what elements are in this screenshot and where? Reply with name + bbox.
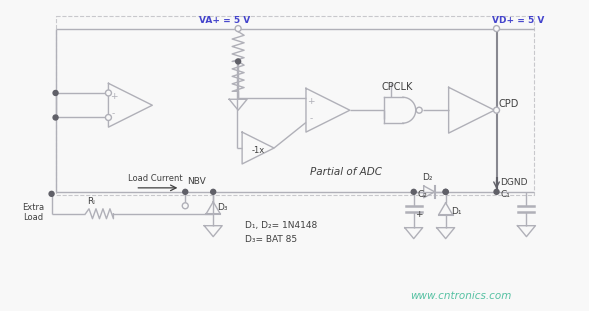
- Circle shape: [211, 189, 216, 194]
- Text: Load Current: Load Current: [128, 174, 183, 183]
- Circle shape: [494, 26, 499, 31]
- Circle shape: [183, 189, 188, 194]
- Text: D₁: D₁: [451, 207, 461, 216]
- Text: Load: Load: [24, 213, 44, 222]
- Circle shape: [105, 90, 111, 96]
- Circle shape: [49, 191, 54, 196]
- Text: +: +: [307, 97, 315, 106]
- Circle shape: [411, 189, 416, 194]
- Circle shape: [494, 189, 499, 194]
- Text: NBV: NBV: [187, 177, 206, 186]
- Text: VD+ = 5 V: VD+ = 5 V: [492, 16, 545, 25]
- Text: D₂: D₂: [422, 173, 433, 182]
- Text: +: +: [415, 210, 422, 219]
- Text: -1x: -1x: [252, 146, 264, 155]
- Circle shape: [105, 114, 111, 120]
- Circle shape: [236, 59, 241, 64]
- Text: C₁: C₁: [501, 190, 511, 199]
- Circle shape: [443, 189, 448, 194]
- Circle shape: [53, 91, 58, 95]
- Circle shape: [494, 107, 499, 113]
- Text: VA+ = 5 V: VA+ = 5 V: [198, 16, 250, 25]
- Circle shape: [416, 107, 422, 113]
- Text: DGND: DGND: [501, 178, 528, 187]
- Text: D₁, D₂= 1N4148: D₁, D₂= 1N4148: [245, 221, 317, 230]
- Circle shape: [182, 203, 188, 209]
- Text: -: -: [309, 114, 313, 123]
- Text: -: -: [112, 109, 115, 118]
- Text: www.cntronics.com: www.cntronics.com: [410, 291, 511, 301]
- Text: CPCLK: CPCLK: [382, 82, 413, 92]
- Circle shape: [443, 189, 448, 194]
- Text: CPD: CPD: [498, 99, 519, 109]
- Text: Rₗ: Rₗ: [88, 197, 95, 206]
- Circle shape: [53, 115, 58, 120]
- Text: Partial of ADC: Partial of ADC: [310, 167, 382, 177]
- Text: Extra: Extra: [22, 203, 45, 212]
- Text: +: +: [110, 92, 117, 101]
- Text: D₃: D₃: [217, 203, 228, 212]
- Text: D₃= BAT 85: D₃= BAT 85: [245, 234, 297, 244]
- Text: C₂: C₂: [418, 190, 428, 199]
- Circle shape: [235, 26, 241, 31]
